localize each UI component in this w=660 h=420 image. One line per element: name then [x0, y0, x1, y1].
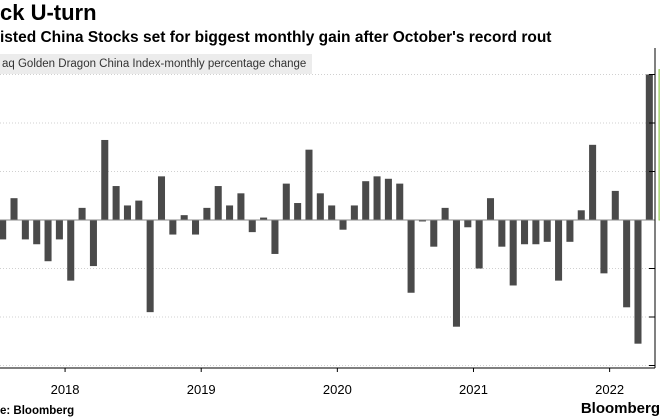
bar	[486, 198, 495, 220]
source-note: e: Bloomberg	[0, 405, 75, 417]
bar	[452, 220, 460, 327]
bar	[260, 217, 268, 220]
bar	[0, 220, 7, 240]
bar	[157, 176, 166, 220]
bloomberg-logo: Bloomberg	[580, 400, 660, 417]
bar	[21, 220, 29, 240]
bar	[44, 220, 52, 262]
bar	[10, 198, 18, 220]
highlight-box	[658, 69, 660, 221]
x-tick-label: 2021	[459, 382, 488, 397]
bar	[328, 205, 336, 220]
bar	[33, 220, 41, 245]
bar	[316, 193, 324, 220]
bar	[203, 207, 211, 220]
bar	[475, 220, 483, 269]
x-tick-label: 2020	[323, 382, 352, 397]
bar	[146, 220, 154, 313]
bar	[543, 220, 551, 242]
bar	[101, 139, 109, 220]
bar	[521, 220, 529, 245]
highlight-region	[658, 69, 660, 221]
bar	[441, 207, 449, 220]
bar	[135, 200, 143, 220]
bar	[645, 74, 653, 220]
bar	[362, 181, 370, 220]
bar	[78, 207, 86, 220]
bar	[55, 220, 63, 240]
bar	[282, 183, 290, 220]
bar	[67, 220, 75, 281]
bar	[237, 193, 245, 220]
bar	[339, 220, 347, 230]
bar	[611, 190, 619, 220]
bars	[0, 74, 653, 344]
bar	[555, 220, 563, 281]
bar	[577, 210, 585, 220]
bar	[509, 220, 517, 286]
bar	[589, 144, 597, 220]
chart-title: ck U-turn	[0, 0, 97, 25]
bar	[430, 220, 438, 247]
bar	[623, 220, 631, 308]
bar	[566, 220, 574, 242]
bar	[384, 178, 392, 220]
gridlines	[0, 74, 655, 366]
bar	[89, 220, 97, 267]
bar	[294, 203, 302, 220]
bar	[600, 220, 608, 274]
chart-subtitle: isted China Stocks set for biggest month…	[0, 29, 552, 46]
bar	[464, 220, 472, 228]
bar	[169, 220, 177, 235]
bar	[396, 183, 404, 220]
bar	[226, 205, 234, 220]
bar	[123, 205, 131, 220]
bar	[532, 220, 540, 245]
bar	[305, 149, 313, 220]
bar	[498, 220, 506, 247]
bar	[112, 186, 120, 220]
bar	[214, 186, 222, 220]
bar	[373, 176, 381, 220]
plot-label: aq Golden Dragon China Index-monthly per…	[0, 54, 313, 74]
bar	[192, 220, 200, 235]
axes: 2018 2019 2020 2021 2022	[0, 48, 656, 397]
x-tick-label: 2019	[187, 382, 216, 397]
bar	[634, 220, 642, 344]
x-tick-label: 2018	[51, 382, 80, 397]
bar	[407, 220, 415, 293]
bar	[248, 220, 256, 233]
bar	[418, 220, 426, 222]
bar	[180, 215, 188, 220]
x-tick-label: 2022	[595, 382, 624, 397]
bar	[271, 220, 279, 254]
bar	[350, 205, 358, 220]
